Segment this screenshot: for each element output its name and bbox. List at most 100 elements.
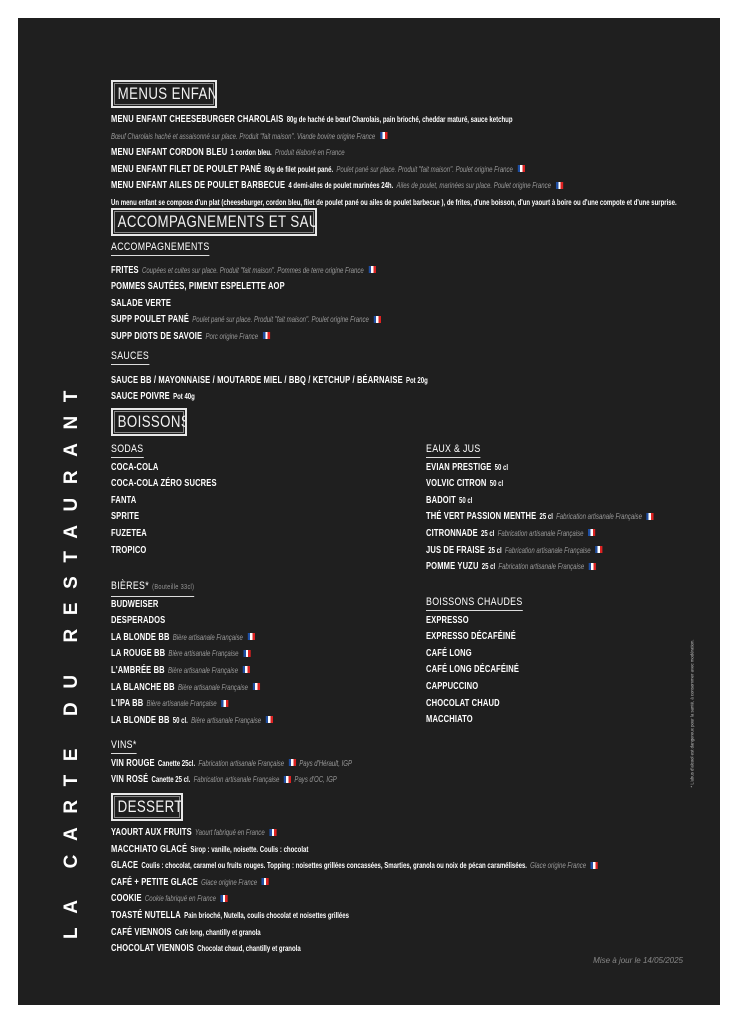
french-flag-icon xyxy=(588,562,597,570)
menu-item: THÉ VERT PASSION MENTHE 25 cl Fabricatio… xyxy=(426,507,738,524)
french-flag-icon xyxy=(373,315,381,323)
subheading-sauces: SAUCES xyxy=(111,349,150,365)
item-origin: Pays d'Hérault, IGP xyxy=(299,757,352,768)
item-name: SALADE VERTE xyxy=(111,296,172,309)
subheading-boissons-chaudes: BOISSONS CHAUDES xyxy=(426,595,523,611)
item-note: Produit élaboré en France xyxy=(274,147,345,158)
bieres-block: BIÈRES* (Bouteille 33cl) BUDWEISER DESPER… xyxy=(111,578,336,727)
bieres-list: BUDWEISER DESPERADOS LA BLONDE BB Bière … xyxy=(111,595,336,728)
item-name: FANTA xyxy=(111,493,137,506)
boissons-chaudes-list: EXPRESSO EXPRESSO DÉCAFÉINÉ CAFÉ LONG CA… xyxy=(426,611,555,727)
menu-item: MACCHIATO GLACÉ Sirop : vanille, noisett… xyxy=(111,840,738,857)
eaux-jus-block: EAUX & JUS EVIAN PRESTIGE 50 cl VOLVIC C… xyxy=(426,441,738,574)
item-name: COOKIE xyxy=(111,892,142,905)
menu-item: TOASTÉ NUTELLA Pain brioché, Nutella, co… xyxy=(111,906,738,923)
item-name: LA BLONDE BB xyxy=(111,630,170,643)
subheading-eaux-jus: EAUX & JUS xyxy=(426,442,481,458)
item-name: CAPPUCCINO xyxy=(426,679,479,692)
item-detail: Chocolat chaud, chantilly et granola xyxy=(197,943,301,954)
french-flag-icon xyxy=(588,529,596,537)
subheading-sodas: SODAS xyxy=(111,442,144,458)
item-name: EXPRESSO DÉCAFÉINÉ xyxy=(426,630,516,643)
item-note: Glace origine France xyxy=(530,860,587,871)
section-title-accompagnements-sauces: ACCOMPAGNEMENTS ET SAUCES xyxy=(111,208,317,236)
item-name: POMMES SAUTÉES, PIMENT ESPELETTE AOP xyxy=(111,280,285,293)
menu-item: TROPICO xyxy=(111,541,258,558)
item-name: MENU ENFANT CORDON BLEU xyxy=(111,146,228,159)
french-flag-icon xyxy=(265,716,273,724)
menu-item: L'AMBRÉE BB Bière artisanale Française xyxy=(111,661,336,678)
menu-item: FRITES Coupées et cuites sur place. Prod… xyxy=(111,261,486,278)
menu-item: CHOCOLAT VIENNOIS Chocolat chaud, chanti… xyxy=(111,939,738,956)
item-name: DESPERADOS xyxy=(111,614,166,627)
item-detail: Sirop : vanille, noisette. Coulis : choc… xyxy=(190,843,309,854)
item-name: FUZETEA xyxy=(111,526,147,539)
item-note: Fabrication artisanale Française xyxy=(556,511,642,522)
item-detail: Canette 25 cl. xyxy=(151,774,191,785)
update-date: Mise à jour le 14/05/2025 xyxy=(593,956,683,965)
menu-item: MENU ENFANT AILES DE POULET BARBECUE 4 d… xyxy=(111,176,738,193)
item-note: Bière artisanale Française xyxy=(172,631,243,642)
eaux-jus-list: EVIAN PRESTIGE 50 cl VOLVIC CITRON 50 cl… xyxy=(426,458,738,574)
menu-item: SAUCE POIVRE Pot 40g xyxy=(111,387,551,404)
item-name: MACCHIATO xyxy=(426,713,473,726)
french-flag-icon xyxy=(220,894,228,902)
french-flag-icon xyxy=(368,266,376,274)
item-detail: 80g de haché de bœuf Charolais, pain bri… xyxy=(286,114,513,124)
french-flag-icon xyxy=(379,132,388,140)
french-flag-icon xyxy=(646,512,654,520)
vins-block: VINS* VIN ROUGE Canette 25cl. Fabricatio… xyxy=(111,737,446,787)
item-detail: 25 cl xyxy=(539,511,553,522)
item-name: CAFÉ VIENNOIS xyxy=(111,925,172,938)
menu-item: POMME YUZU 25 cl Fabrication artisanale … xyxy=(426,557,738,574)
menu-item: FUZETEA xyxy=(111,524,258,541)
item-note: Bœuf Charolais haché et assaisonné sur p… xyxy=(111,130,376,141)
menu-item: MACCHIATO xyxy=(426,710,555,727)
menu-item: JUS DE FRAISE 25 cl Fabrication artisana… xyxy=(426,541,738,558)
item-name: EVIAN PRESTIGE xyxy=(426,460,492,473)
item-note: Porc origine France xyxy=(205,330,259,341)
menu-item: MENU ENFANT CORDON BLEU 1 cordon bleu. P… xyxy=(111,143,738,160)
section-title-desserts: DESSERTS xyxy=(111,793,183,821)
accompagnements-block: ACCOMPAGNEMENTS FRITES Coupées et cuites… xyxy=(111,239,486,344)
menu-item: VOLVIC CITRON 50 cl xyxy=(426,474,738,491)
sodas-block: SODAS COCA-COLA COCA-COLA ZÉRO SUCRES FA… xyxy=(111,441,258,557)
item-detail: Canette 25cl. xyxy=(157,757,196,768)
item-detail: 4 demi-ailes de poulet marinées 24h. xyxy=(288,180,394,191)
menu-item: L'IPA BB Bière artisanale Française xyxy=(111,694,336,711)
item-name: SPRITE xyxy=(111,510,140,523)
menu-page xyxy=(18,18,720,1005)
menu-item: CAFÉ LONG DÉCAFÉINÉ xyxy=(426,660,555,677)
menu-item: LA BLONDE BB 50 cl. Bière artisanale Fra… xyxy=(111,711,336,728)
item-note: Bière artisanale Française xyxy=(191,714,262,725)
item-name: MACCHIATO GLACÉ xyxy=(111,842,188,855)
french-flag-icon xyxy=(517,165,525,173)
menu-item: COOKIE Cookie fabriqué en France xyxy=(111,889,738,906)
item-name: CAFÉ + PETITE GLACE xyxy=(111,875,198,888)
item-name: CAFÉ LONG DÉCAFÉINÉ xyxy=(426,663,520,676)
menu-item: BADOIT 50 cl xyxy=(426,491,738,508)
item-name: POMME YUZU xyxy=(426,560,479,573)
item-name: VOLVIC CITRON xyxy=(426,477,487,490)
item-name: MENU ENFANT CHEESEBURGER CHAROLAIS xyxy=(111,113,284,125)
item-name: YAOURT AUX FRUITS xyxy=(111,826,192,838)
menu-item: VIN ROUGE Canette 25cl. Fabrication arti… xyxy=(111,754,446,771)
item-name: LA ROUGE BB xyxy=(111,647,166,660)
menu-item: EXPRESSO xyxy=(426,611,555,628)
item-detail: Café long, chantilly et granola xyxy=(174,926,261,937)
menu-item: CAFÉ + PETITE GLACE Glace origine France xyxy=(111,873,738,890)
item-name: TROPICO xyxy=(111,543,147,556)
item-name: GLACE xyxy=(111,859,139,872)
item-note: Poulet pané sur place. Produit "fait mai… xyxy=(192,314,369,325)
item-name: L'IPA BB xyxy=(111,697,144,710)
menu-item: CAPPUCCINO xyxy=(426,677,555,694)
menu-item: CITRONNADE 25 cl Fabrication artisanale … xyxy=(426,524,738,541)
item-name: COCA-COLA xyxy=(111,460,159,473)
item-detail: 80g de filet poulet pané. xyxy=(264,163,334,174)
menu-item: SALADE VERTE xyxy=(111,294,486,311)
menu-item: CAFÉ LONG xyxy=(426,644,555,661)
item-detail: 25 cl xyxy=(481,561,496,572)
item-name: THÉ VERT PASSION MENTHE xyxy=(426,510,537,523)
item-note: Cookie fabriqué en France xyxy=(144,893,216,904)
item-name: VIN ROUGE xyxy=(111,756,155,769)
